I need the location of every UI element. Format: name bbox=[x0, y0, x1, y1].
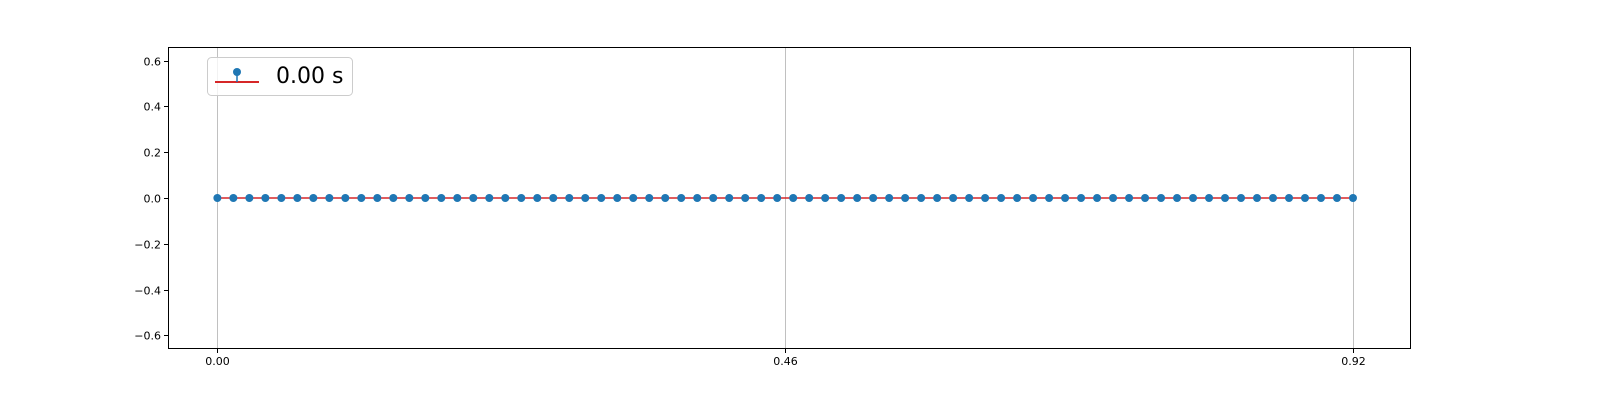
stem-marker bbox=[341, 194, 350, 202]
stem-marker bbox=[1285, 194, 1294, 202]
stem-marker bbox=[373, 194, 382, 202]
stem-marker bbox=[981, 194, 990, 202]
y-tick-label: 0.4 bbox=[144, 101, 162, 114]
stem-marker bbox=[453, 194, 462, 202]
stem-marker bbox=[421, 194, 430, 202]
stem-marker bbox=[725, 194, 734, 202]
legend: 0.00 s bbox=[207, 57, 353, 96]
stem-markers bbox=[213, 194, 1357, 202]
stem-marker bbox=[645, 194, 654, 202]
stem-marker bbox=[581, 194, 590, 202]
x-tick-label: 0.46 bbox=[773, 355, 798, 368]
y-axis: 0.6 0.4 0.2 0.0 −0.2 −0.4 −0.6 bbox=[134, 56, 168, 343]
stem-marker bbox=[965, 194, 974, 202]
stem-marker bbox=[1141, 194, 1150, 202]
legend-label: 0.00 s bbox=[276, 64, 343, 89]
stem-marker bbox=[661, 194, 670, 202]
stem-marker bbox=[1109, 194, 1118, 202]
stem-marker bbox=[757, 194, 766, 202]
stem-marker bbox=[629, 194, 638, 202]
stem-marker bbox=[789, 194, 798, 202]
stem-marker bbox=[501, 194, 510, 202]
stem-marker bbox=[1253, 194, 1262, 202]
y-tick-label: 0.0 bbox=[144, 193, 162, 206]
stem-marker bbox=[261, 194, 270, 202]
stem-marker bbox=[821, 194, 830, 202]
stem-marker bbox=[1077, 194, 1086, 202]
legend-box bbox=[207, 57, 353, 96]
x-tick-label: 0.00 bbox=[205, 355, 230, 368]
stem-marker bbox=[245, 194, 254, 202]
stem-marker bbox=[933, 194, 942, 202]
stem-marker bbox=[565, 194, 574, 202]
stem-marker bbox=[741, 194, 750, 202]
stem-marker bbox=[1029, 194, 1038, 202]
stem-marker bbox=[1189, 194, 1198, 202]
x-axis: 0.00 0.46 0.92 bbox=[205, 349, 1366, 368]
stem-marker bbox=[517, 194, 526, 202]
stem-marker bbox=[293, 194, 302, 202]
stem-marker bbox=[405, 194, 414, 202]
stem-marker bbox=[533, 194, 542, 202]
stem-marker bbox=[1013, 194, 1022, 202]
stem-marker bbox=[613, 194, 622, 202]
x-tick-label: 0.92 bbox=[1341, 355, 1366, 368]
stem-marker bbox=[1157, 194, 1166, 202]
stem-marker bbox=[1173, 194, 1182, 202]
stem-marker bbox=[1205, 194, 1214, 202]
stem-marker bbox=[1093, 194, 1102, 202]
stem-marker bbox=[997, 194, 1006, 202]
y-tick-label: −0.4 bbox=[134, 285, 161, 298]
stem-marker bbox=[853, 194, 862, 202]
stem-marker bbox=[693, 194, 702, 202]
stem-marker bbox=[1316, 194, 1325, 202]
stem-marker bbox=[213, 194, 222, 202]
y-tick-label: −0.6 bbox=[134, 330, 161, 343]
stem-marker bbox=[805, 194, 814, 202]
stem-marker bbox=[1332, 194, 1341, 202]
stem-marker bbox=[549, 194, 558, 202]
y-tick-label: −0.2 bbox=[134, 239, 161, 252]
stem-marker bbox=[325, 194, 334, 202]
stem-marker bbox=[773, 194, 782, 202]
stem-marker bbox=[1061, 194, 1070, 202]
stem-marker bbox=[485, 194, 494, 202]
stem-marker bbox=[389, 194, 398, 202]
stem-marker bbox=[277, 194, 286, 202]
stem-marker bbox=[1348, 194, 1357, 202]
stem-marker bbox=[1045, 194, 1054, 202]
y-tick-label: 0.2 bbox=[144, 147, 162, 160]
stem-marker bbox=[1269, 194, 1278, 202]
stem-marker bbox=[1237, 194, 1246, 202]
stem-marker bbox=[917, 194, 926, 202]
stem-marker bbox=[1301, 194, 1310, 202]
stem-marker bbox=[597, 194, 606, 202]
stem-marker bbox=[309, 194, 318, 202]
stem-marker bbox=[469, 194, 478, 202]
stem-marker bbox=[837, 194, 846, 202]
stem-marker bbox=[357, 194, 366, 202]
stem-marker bbox=[709, 194, 718, 202]
stem-marker bbox=[437, 194, 446, 202]
stem-marker bbox=[677, 194, 686, 202]
stem-marker bbox=[901, 194, 910, 202]
legend-marker-swatch bbox=[233, 68, 241, 76]
stem-marker bbox=[229, 194, 238, 202]
stem-marker bbox=[949, 194, 958, 202]
stem-marker bbox=[1125, 194, 1134, 202]
stem-marker bbox=[1221, 194, 1230, 202]
stem-marker bbox=[885, 194, 894, 202]
plot-frame bbox=[168, 47, 1411, 349]
y-tick-label: 0.6 bbox=[144, 56, 162, 69]
stem-marker bbox=[869, 194, 878, 202]
